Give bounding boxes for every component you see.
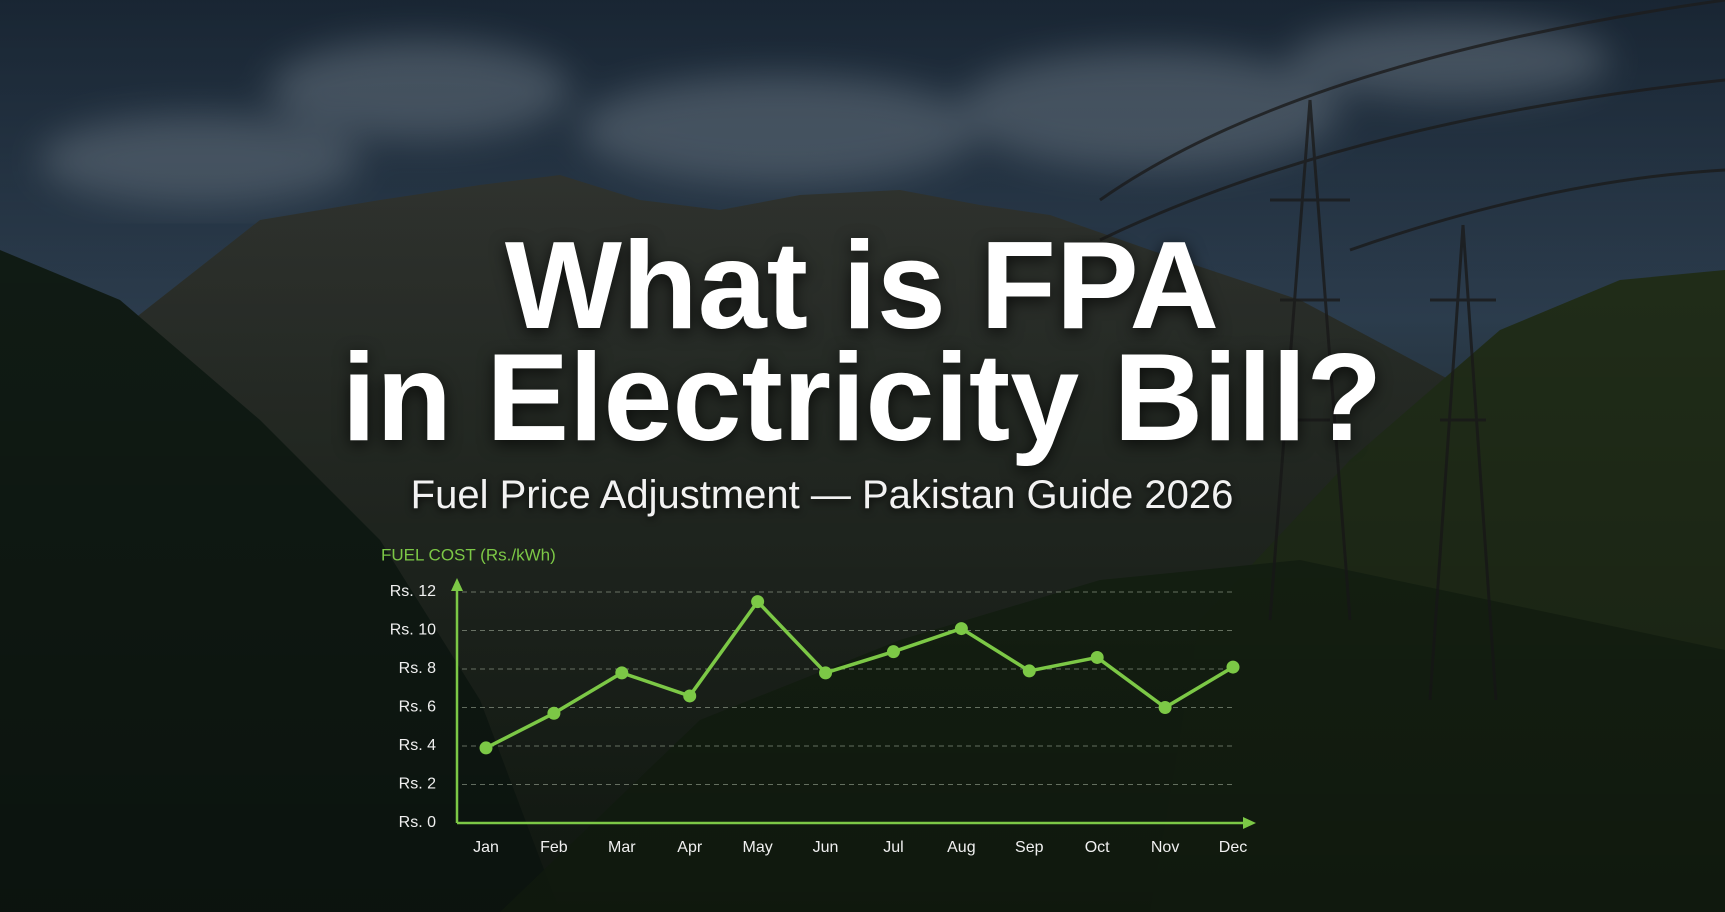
y-tick-label: Rs. 4 [399,737,436,754]
x-tick-label: Nov [1151,839,1179,856]
point [1226,660,1240,674]
point [683,689,697,703]
x-tick-label: Aug [947,839,975,856]
x-tick-label: Oct [1085,839,1110,856]
x-axis-arrow [1243,817,1256,829]
point [954,622,968,636]
point [1158,701,1172,714]
y-tick-label: Rs. 8 [399,660,436,677]
y-tick-label: Rs. 0 [399,814,436,831]
point [819,666,833,680]
x-tick-label: Sep [1015,839,1044,856]
point [479,741,493,755]
line [485,599,1234,750]
point [547,706,561,720]
x-tick-label: Jul [883,839,903,856]
y-tick-label: Rs. 2 [399,776,436,793]
title-line: in Electricity Bill? [342,329,1383,467]
subtitle: Fuel Price Adjustment — Pakistan Guide 2… [411,473,1234,517]
point [751,595,765,609]
x-tick-label: Jan [473,839,499,856]
x-tick-label: Feb [540,839,568,856]
y-axis-label: FUEL COST (Rs./kWh) [381,545,556,564]
x-tick-label: Jun [813,839,839,856]
y-tick-label: Rs. 6 [399,699,436,716]
y-tick-label: Rs. 10 [390,622,436,639]
point [886,645,900,659]
point [615,666,629,680]
x-tick-label: May [743,839,773,856]
x-tick-label: Dec [1219,839,1247,856]
point [1090,650,1104,664]
title-line: What is FPA [505,217,1219,355]
y-axis-arrow [451,578,463,591]
x-tick-label: Mar [608,839,636,856]
plot: Rs. 0 Rs. 2 Rs. 4 Rs. 6 Rs. 8 Rs. 10 Rs. 12 Jan… [390,583,1247,856]
point [1022,664,1036,678]
y-tick-label: Rs. 12 [390,583,436,600]
x-tick-label: Apr [677,839,703,856]
